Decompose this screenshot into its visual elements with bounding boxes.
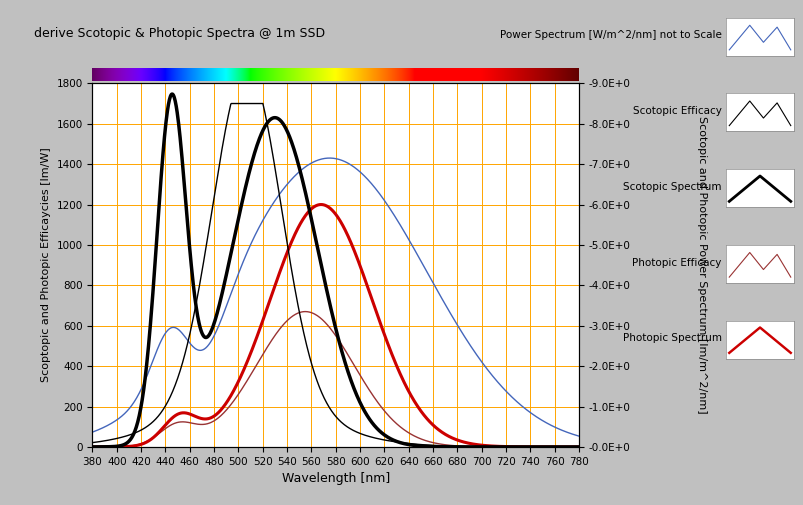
X-axis label: Wavelength [nm]: Wavelength [nm] [281,472,389,485]
Text: Scotopic Spectrum: Scotopic Spectrum [622,182,720,192]
Y-axis label: Scotopic and Photopic Power Spectrum [lm/m^2/nm]: Scotopic and Photopic Power Spectrum [lm… [696,116,706,414]
Y-axis label: Scoptopic and Photopic Efficaycies [lm/W]: Scoptopic and Photopic Efficaycies [lm/W… [41,148,51,382]
Text: derive Scotopic & Photopic Spectra @ 1m SSD: derive Scotopic & Photopic Spectra @ 1m … [34,27,324,40]
Text: Scotopic Efficacy: Scotopic Efficacy [632,106,720,116]
Text: Photopic Spectrum: Photopic Spectrum [622,333,720,343]
Text: Photopic Efficacy: Photopic Efficacy [631,258,720,268]
Text: Power Spectrum [W/m^2/nm] not to Scale: Power Spectrum [W/m^2/nm] not to Scale [499,30,720,40]
